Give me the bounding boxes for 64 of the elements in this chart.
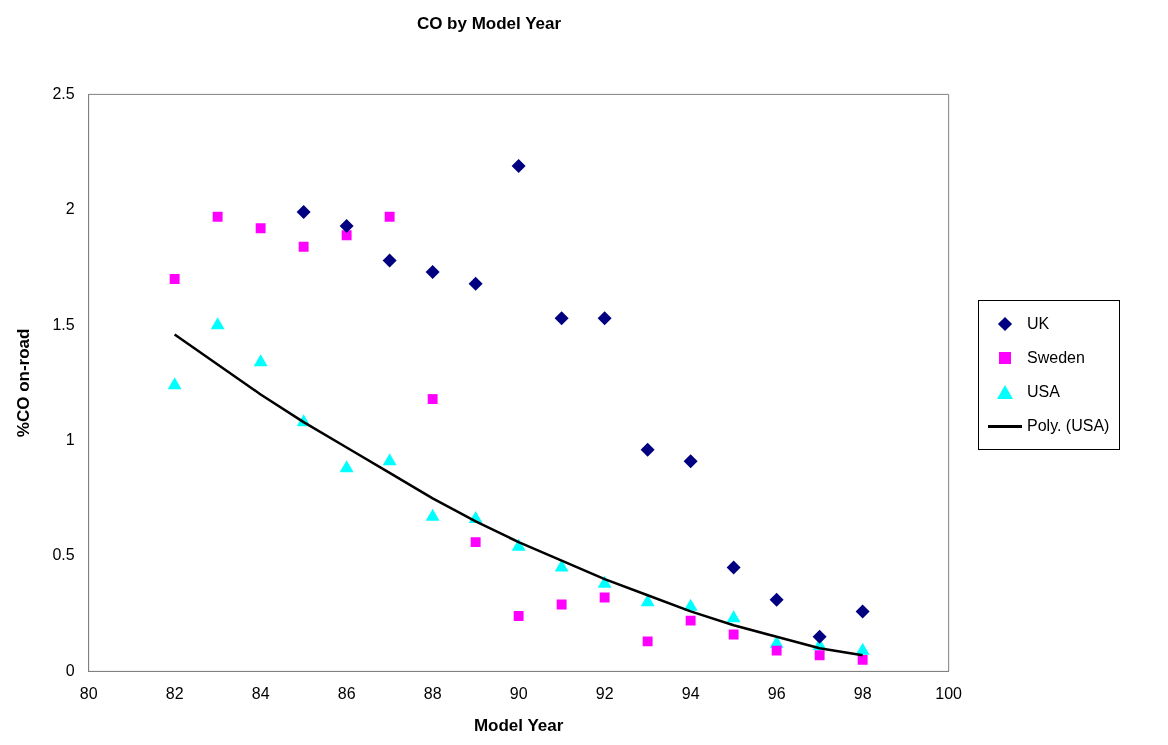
point — [341, 230, 352, 241]
point — [511, 158, 526, 173]
point — [597, 311, 612, 326]
point — [812, 629, 827, 644]
point — [769, 592, 784, 607]
y-tick-label: 2.5 — [52, 84, 75, 102]
y-tick-label: 1.5 — [52, 315, 75, 333]
point — [425, 265, 440, 280]
point — [855, 604, 870, 619]
point — [212, 211, 223, 222]
point — [384, 211, 395, 222]
chart-title: CO by Model Year — [416, 13, 562, 33]
point — [814, 650, 825, 661]
x-tick-label: 92 — [595, 685, 614, 703]
x-tick-label: 96 — [767, 685, 786, 703]
point — [685, 615, 696, 626]
point — [726, 610, 741, 623]
y-axis-title: %CO on-road — [13, 328, 33, 438]
legend-label: UK — [1027, 315, 1050, 333]
point — [382, 253, 397, 268]
point — [425, 508, 440, 521]
point — [554, 311, 569, 326]
y-tick-label: 1 — [65, 431, 75, 449]
x-tick-label: 98 — [853, 685, 872, 703]
point — [468, 276, 483, 291]
point — [382, 453, 397, 466]
x-tick-label: 80 — [79, 685, 98, 703]
y-tick-label: 0.5 — [52, 546, 75, 564]
point — [339, 218, 354, 233]
point — [298, 241, 309, 252]
point — [470, 537, 481, 548]
point — [169, 274, 180, 284]
legend-label: USA — [1027, 383, 1060, 401]
x-axis-title: Model Year — [473, 716, 564, 736]
legend-label: Sweden — [1027, 349, 1085, 367]
point — [640, 594, 655, 607]
point — [253, 354, 268, 367]
x-tick-label: 82 — [165, 685, 184, 703]
point — [427, 394, 438, 405]
point — [683, 454, 698, 469]
x-tick-label: 94 — [681, 685, 700, 703]
x-tick-label: 90 — [509, 685, 528, 703]
point — [513, 611, 524, 621]
legend-label: Poly. (USA) — [1027, 417, 1110, 435]
point — [642, 636, 653, 647]
point — [599, 592, 610, 603]
y-tick-label: 0 — [65, 661, 75, 679]
x-tick-label: 88 — [423, 685, 442, 703]
point — [296, 205, 311, 220]
point — [771, 645, 782, 656]
point — [728, 629, 739, 640]
point — [210, 317, 225, 330]
point — [556, 599, 567, 610]
point — [167, 377, 182, 390]
point — [255, 223, 266, 234]
point — [857, 654, 868, 665]
x-tick-label: 100 — [935, 685, 963, 703]
y-tick-label: 2 — [65, 200, 75, 218]
point — [339, 460, 354, 473]
point — [640, 442, 655, 457]
x-tick-label: 86 — [337, 685, 356, 703]
point — [554, 559, 569, 572]
point — [726, 560, 741, 575]
x-tick-label: 84 — [251, 685, 270, 703]
